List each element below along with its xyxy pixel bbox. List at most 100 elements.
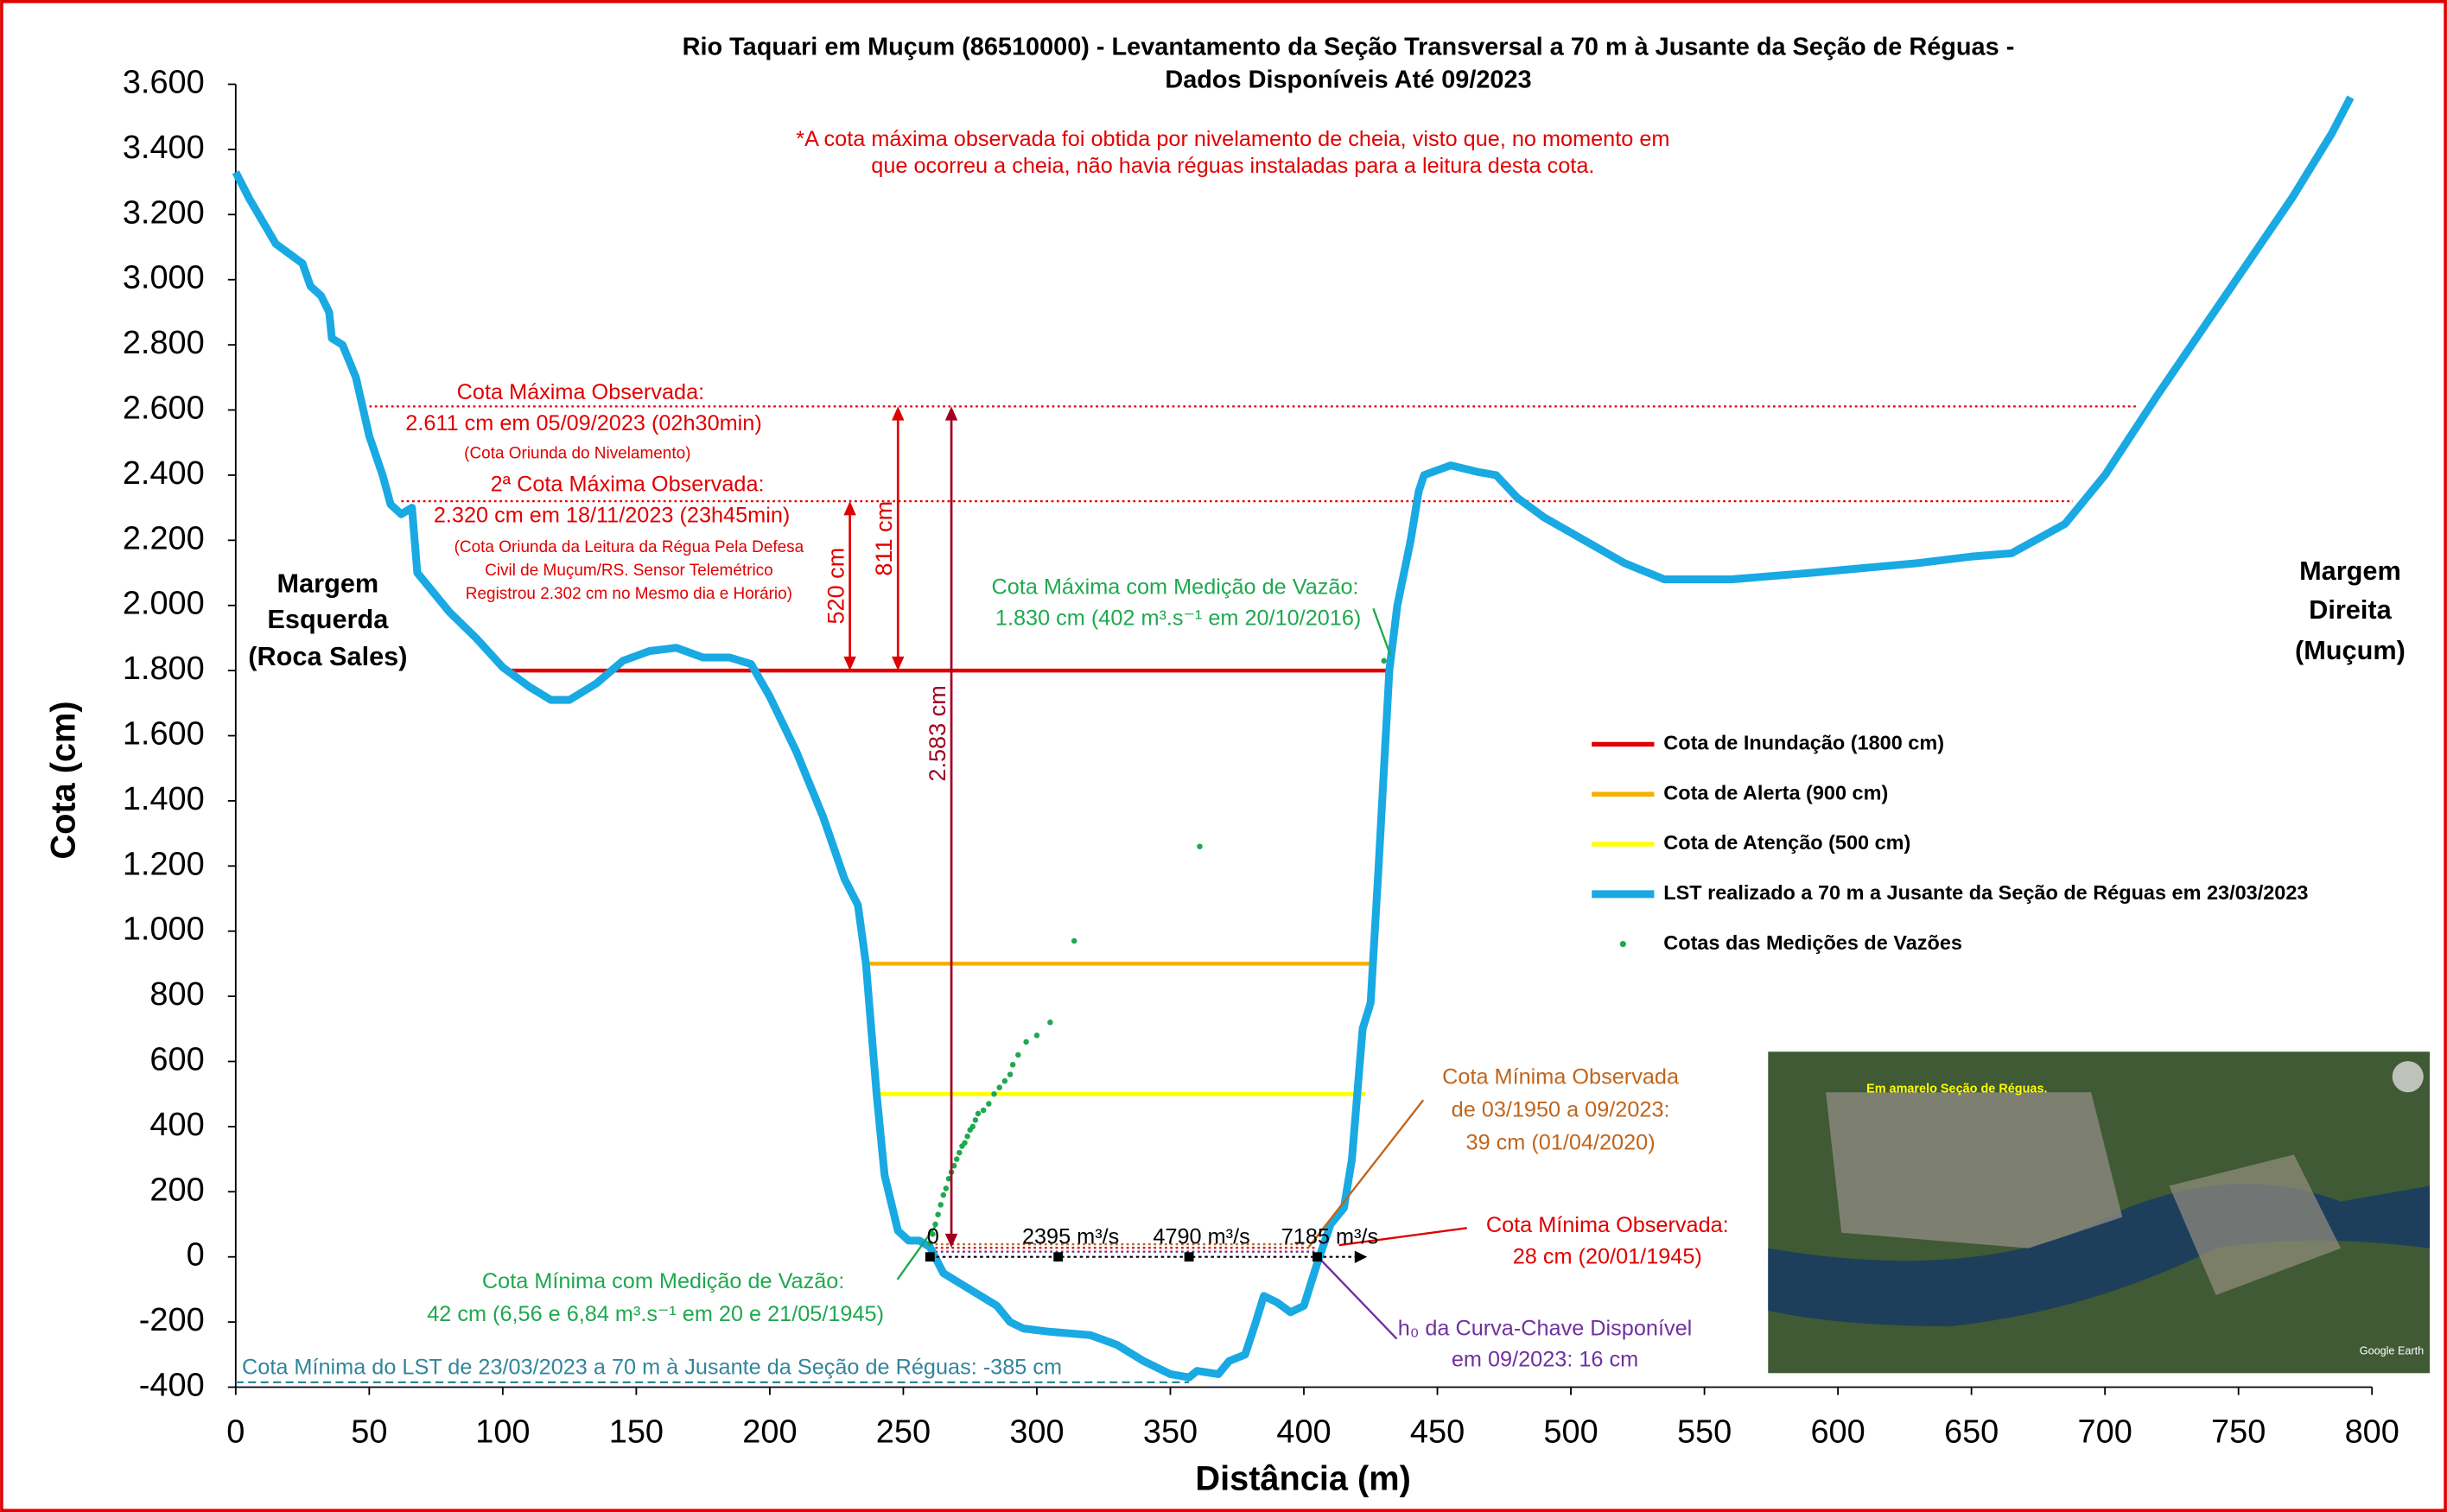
scatter-point <box>1009 1062 1016 1068</box>
note: que ocorreu a cheia, não havia réguas in… <box>871 154 1594 178</box>
arrowhead <box>843 501 856 516</box>
annotation: Cota Mínima do LST de 23/03/2023 a 70 m … <box>242 1356 1062 1380</box>
y-tick-label: 2.400 <box>123 455 205 492</box>
arrow-label: 2.583 cm <box>924 685 950 781</box>
callout <box>1318 1256 1398 1340</box>
legend-marker <box>1619 941 1626 948</box>
annotation: de 03/1950 a 09/2023: <box>1452 1098 1670 1122</box>
callout <box>1372 607 1392 656</box>
y-tick-label: 2.000 <box>123 586 205 622</box>
arrowhead <box>892 406 905 421</box>
scatter-point <box>937 1202 944 1208</box>
legend-label: Cota de Alerta (900 cm) <box>1663 781 1888 804</box>
scatter-point <box>945 1175 952 1182</box>
x-tick-label: 500 <box>1543 1414 1598 1451</box>
x-tick-label: 350 <box>1143 1414 1198 1451</box>
y-axis-title: Cota (cm) <box>44 701 82 859</box>
series-line <box>232 95 2355 1382</box>
callout <box>1306 1099 1425 1249</box>
inset-caption: Em amarelo Seção de Réguas. <box>1866 1082 2047 1096</box>
callout <box>896 1224 937 1280</box>
y-tick-label: 2.800 <box>123 325 205 361</box>
note: *A cota máxima observada foi obtida por … <box>796 127 1669 151</box>
legend-label: Cota de Atenção (500 cm) <box>1663 831 1910 854</box>
flow-marker <box>1312 1252 1322 1262</box>
map-control <box>2392 1061 2424 1093</box>
margin-label: Margem <box>2299 556 2401 586</box>
scatter-point <box>986 1101 992 1107</box>
y-tick-label: 3.400 <box>123 130 205 166</box>
flow-arrowhead <box>1354 1250 1368 1263</box>
scatter-point <box>1381 658 1387 664</box>
y-tick-label: -400 <box>139 1368 205 1404</box>
y-tick-label: 1.000 <box>123 912 205 948</box>
x-tick-label: 450 <box>1410 1414 1465 1451</box>
scatter-point <box>969 1123 976 1130</box>
annotation: Civil de Muçum/RS. Sensor Telemétrico <box>485 562 773 580</box>
legend-label: LST realizado a 70 m a Jusante da Seção … <box>1663 881 2308 904</box>
chart-title: Rio Taquari em Muçum (86510000) - Levant… <box>683 34 2015 61</box>
scatter-point <box>996 1084 1002 1090</box>
margin-label: Margem <box>277 568 379 598</box>
legend-label: Cota de Inundação (1800 cm) <box>1663 732 1944 754</box>
y-tick-label: -200 <box>139 1302 205 1338</box>
inset-map: Em amarelo Seção de Réguas. Google Earth <box>1768 1051 2431 1374</box>
y-tick-label: 600 <box>149 1042 204 1078</box>
scatter-point <box>1047 1020 1053 1026</box>
inset-credit: Google Earth <box>2360 1344 2424 1356</box>
callout <box>1338 1227 1467 1247</box>
x-axis-title: Distância (m) <box>1195 1459 1410 1497</box>
y-tick-label: 3.200 <box>123 194 205 231</box>
x-tick-label: 200 <box>742 1414 797 1451</box>
y-tick-label: 3.000 <box>123 260 205 296</box>
y-tick-label: 1.200 <box>123 846 205 882</box>
scatter-point <box>972 1117 979 1123</box>
arrowhead <box>944 1233 958 1248</box>
annotation: Cota Máxima Observada: <box>457 380 704 404</box>
scatter-point <box>975 1110 982 1117</box>
arrowhead <box>944 406 958 421</box>
annotation: (Cota Oriunda da Leitura da Régua Pela D… <box>454 538 804 556</box>
arrow-label: 520 cm <box>822 548 849 625</box>
y-tick-label: 400 <box>149 1107 204 1143</box>
scatter-point <box>1033 1032 1040 1039</box>
annotation: 2.611 cm em 05/09/2023 (02h30min) <box>405 411 761 435</box>
annotation: 39 cm (01/04/2020) <box>1466 1130 1656 1154</box>
annotation: 2.320 cm em 18/11/2023 (23h45min) <box>434 503 790 527</box>
scatter-point <box>1071 937 1077 944</box>
scatter-point <box>943 1185 950 1191</box>
y-tick-label: 1.800 <box>123 651 205 687</box>
flow-label: 0 <box>927 1225 939 1249</box>
annotation: h₀ da Curva-Chave Disponível <box>1398 1316 1693 1340</box>
flow-marker <box>1184 1252 1194 1262</box>
margin-label: (Muçum) <box>2295 635 2406 665</box>
annotation: 28 cm (20/01/1945) <box>1513 1244 1702 1268</box>
scatter-point <box>1023 1039 1029 1045</box>
x-tick-label: 150 <box>609 1414 664 1451</box>
margin-label: Direita <box>2309 594 2392 625</box>
flow-label: 2395 m³/s <box>1022 1225 1119 1249</box>
y-tick-label: 200 <box>149 1172 204 1208</box>
annotation: 1.830 cm (402 m³.s⁻¹ em 20/10/2016) <box>995 607 1361 631</box>
y-tick-label: 1.400 <box>123 781 205 817</box>
scatter-point <box>1001 1077 1008 1084</box>
x-tick-label: 0 <box>226 1414 245 1451</box>
flow-label: 4790 m³/s <box>1153 1225 1249 1249</box>
flow-marker <box>1053 1252 1064 1262</box>
x-tick-label: 250 <box>876 1414 931 1451</box>
annotation: Cota Máxima com Medição de Vazão: <box>991 575 1358 600</box>
x-tick-label: 100 <box>475 1414 530 1451</box>
annotation: Cota Mínima Observada: <box>1486 1213 1729 1237</box>
x-tick-label: 700 <box>2078 1414 2132 1451</box>
scatter-point <box>991 1090 997 1097</box>
arrowhead <box>843 656 856 671</box>
map-town <box>2169 1154 2342 1295</box>
x-tick-label: 550 <box>1677 1414 1732 1451</box>
x-tick-label: 750 <box>2211 1414 2266 1451</box>
arrowhead <box>892 656 905 671</box>
scatter-point <box>1197 843 1203 849</box>
arrow-label: 811 cm <box>870 501 897 576</box>
y-tick-label: 0 <box>187 1237 205 1274</box>
y-tick-label: 800 <box>149 976 204 1013</box>
